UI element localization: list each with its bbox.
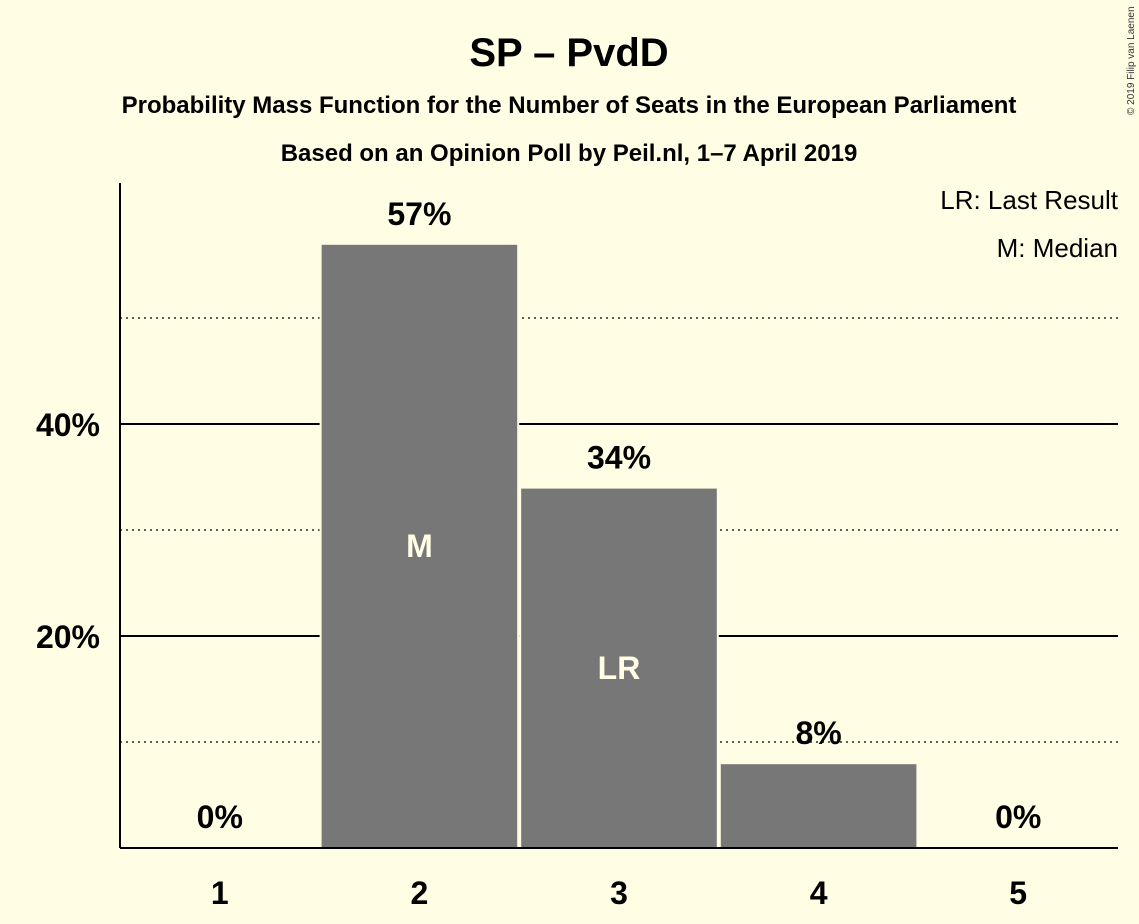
legend-entry: LR: Last Result [940,185,1119,215]
bar [319,242,520,850]
x-tick-label: 1 [211,875,229,911]
chart-title: SP – PvdD [469,31,668,75]
legend-entry: M: Median [997,233,1118,263]
data-label: 57% [387,196,451,232]
y-tick-label: 40% [36,407,100,443]
x-tick-label: 5 [1009,875,1027,911]
x-tick-label: 4 [810,875,828,911]
axes: 20% 40% 1 2 3 4 5 [36,183,1118,911]
x-tick-label: 2 [411,875,429,911]
bars: 0% 57% M 34% LR 8% 0% [197,196,1041,850]
chart-subtitle-source: Based on an Opinion Poll by Peil.nl, 1–7… [281,140,858,167]
data-label: 34% [587,440,651,476]
data-label: 8% [795,715,841,751]
bar [519,486,719,849]
chart-subtitle: Probability Mass Function for the Number… [122,92,1017,119]
bar-marker: M [406,528,433,564]
data-label: 0% [995,799,1041,835]
y-tick-label: 20% [36,619,100,655]
copyright: © 2019 Filip van Laenen [1126,6,1137,115]
data-label: 0% [197,799,243,835]
legend: LR: Last Result M: Median [940,185,1119,263]
bar-marker: LR [598,650,641,686]
x-tick-label: 3 [610,875,628,911]
bar [718,762,919,850]
